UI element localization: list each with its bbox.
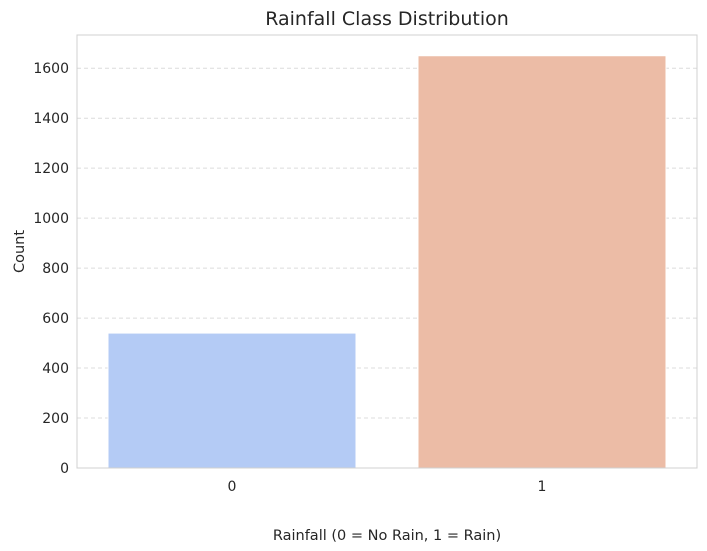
bar-0 (107, 332, 357, 469)
x-tick-label: 0 (228, 479, 237, 495)
y-tick-label: 1400 (33, 111, 69, 127)
y-tick-label: 1000 (33, 211, 69, 227)
bars (107, 55, 667, 469)
y-axis-label: Count (12, 230, 28, 273)
y-tick-label: 600 (42, 311, 69, 327)
y-tick-label: 200 (42, 411, 69, 427)
x-axis-label: Rainfall (0 = No Rain, 1 = Rain) (273, 528, 501, 544)
y-tick-label: 0 (60, 461, 69, 477)
bar-1 (417, 55, 667, 469)
x-tick-label: 1 (538, 479, 547, 495)
y-tick-label: 1200 (33, 161, 69, 177)
y-tick-label: 400 (42, 361, 69, 377)
y-tick-label: 800 (42, 261, 69, 277)
plot-frame (76, 34, 698, 469)
y-tick-label: 1600 (33, 61, 69, 77)
chart-title: Rainfall Class Distribution (265, 8, 509, 30)
y-tick-labels: 0 200 400 600 800 1000 1200 1400 1600 (33, 61, 69, 477)
gridlines (77, 67, 697, 419)
